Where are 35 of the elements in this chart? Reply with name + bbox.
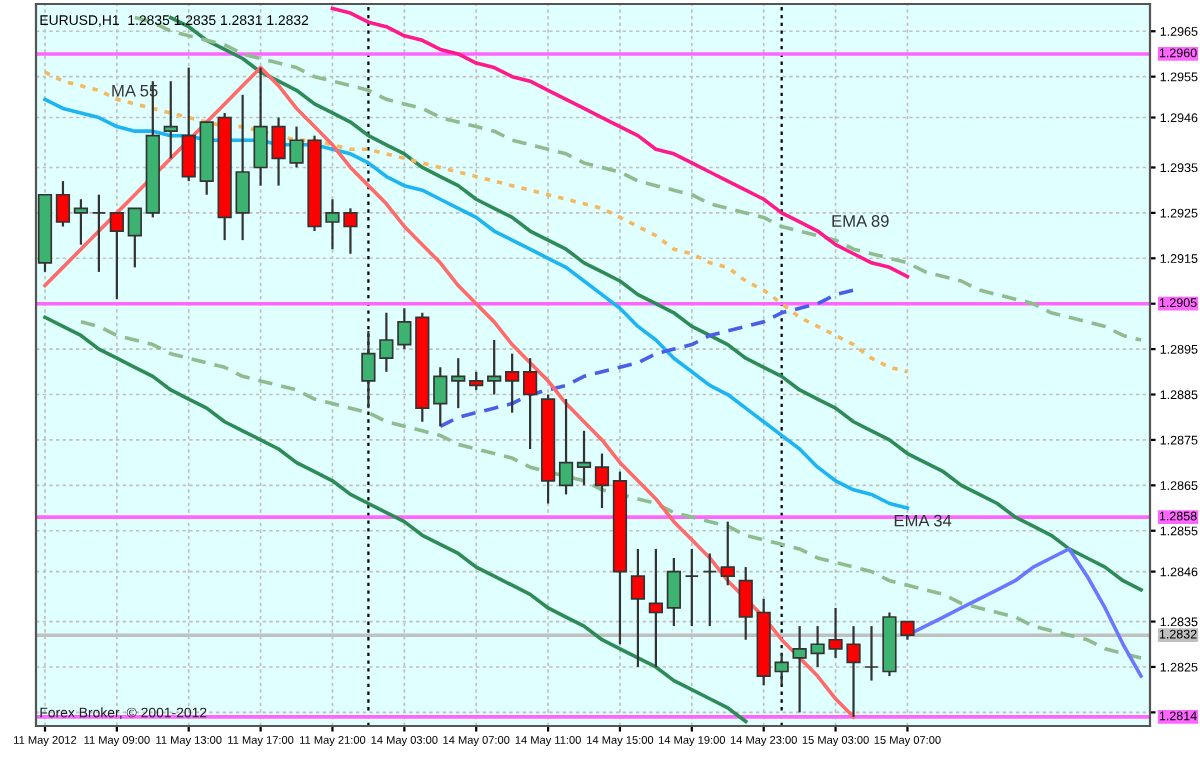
candlestick [487,338,502,396]
candlestick [109,211,124,301]
series-label: EMA 89 [832,215,889,227]
candlestick [163,80,178,160]
candlestick [738,565,753,641]
candlestick [594,452,610,510]
candlestick [91,193,107,274]
candlestick [702,552,717,628]
candlestick [522,357,538,451]
line-series [43,315,748,724]
line-series [438,288,856,429]
candlestick [451,357,466,410]
line-series [43,70,910,374]
candlestick [73,198,89,246]
candlestick [630,547,646,669]
candlestick [55,179,71,228]
line-series [330,6,910,279]
candlestick [648,547,664,669]
candlestick [666,556,681,628]
line-series [79,320,1143,660]
candlestick [397,307,412,351]
line-series [168,15,1143,592]
candlestick [774,652,789,687]
candlestick [127,207,142,269]
candlestick [433,366,448,428]
candlestick [181,66,196,183]
candlestick [864,624,879,682]
candlestick [469,370,484,392]
candlestick [576,429,592,487]
candlestick [505,352,520,414]
candlestick [558,397,574,496]
candlestick [684,547,699,628]
line-series [43,97,910,510]
candlestick [235,93,250,242]
candlestick [720,520,735,587]
